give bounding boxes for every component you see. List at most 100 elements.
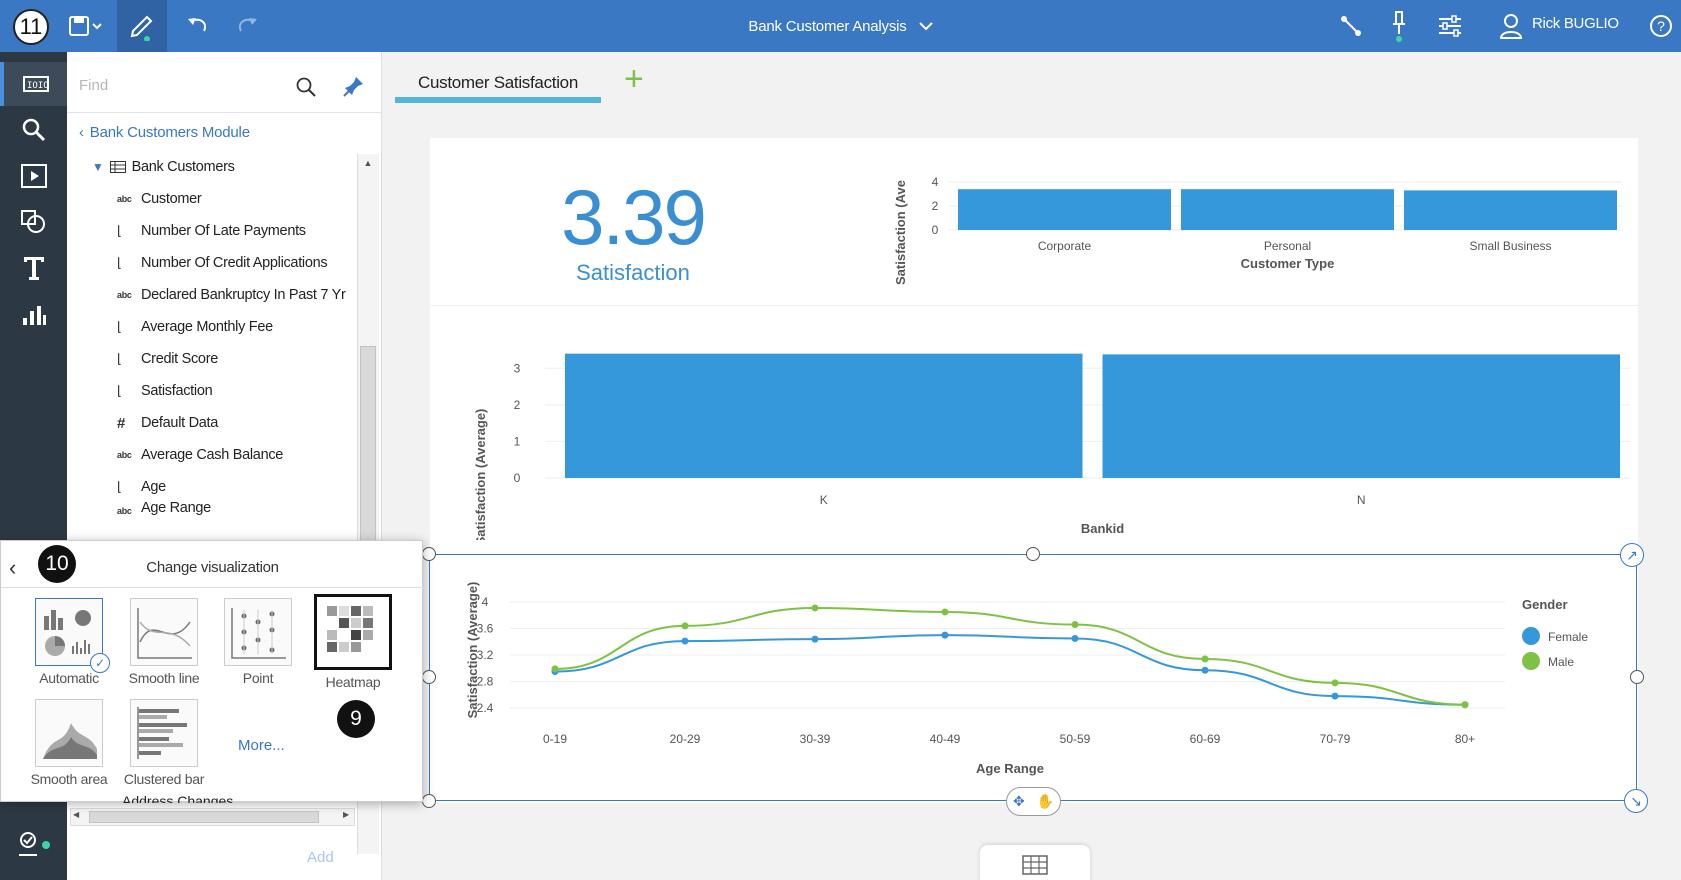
- field-row[interactable]: ⌊ Number Of Credit Applications: [117, 248, 407, 278]
- selected-widget-frame[interactable]: [429, 554, 1637, 801]
- field-label: Satisfaction: [141, 383, 213, 399]
- chevron-left-icon: ‹: [79, 124, 84, 141]
- viz-heatmap[interactable]: Heatmap: [308, 594, 398, 690]
- properties-button[interactable]: [1432, 0, 1468, 52]
- text-field-icon: abc: [117, 194, 132, 204]
- resize-handle[interactable]: [422, 547, 436, 561]
- viz-smooth-area[interactable]: Smooth area: [24, 699, 114, 787]
- field-label: Number Of Credit Applications: [141, 255, 328, 271]
- partial-field-row: Address Changes: [122, 793, 234, 803]
- pin-panel-icon[interactable]: [343, 75, 365, 97]
- field-label: Age: [141, 479, 166, 495]
- viz-clustered-bar[interactable]: Clustered bar: [119, 699, 209, 787]
- heatmap-thumb: [314, 594, 392, 670]
- data-point: [941, 608, 949, 616]
- hand-icon[interactable]: ✋: [1036, 793, 1055, 809]
- resize-corner-icon[interactable]: ↘: [1624, 789, 1648, 813]
- legend-title: Gender: [1522, 597, 1568, 612]
- move-icon[interactable]: ✥: [1012, 793, 1025, 809]
- table-node[interactable]: ▼ Bank Customers: [92, 152, 382, 182]
- customer-type-bar-chart[interactable]: 4 2 0 Corporate Personal Small Business Custom…: [860, 140, 1630, 290]
- viz-label: Smooth line: [128, 670, 200, 686]
- y-axis-title: Satisfaction (Ave: [893, 180, 908, 285]
- data-point: [1331, 679, 1339, 687]
- data-point: [551, 665, 559, 673]
- y-tick-label: 3.6: [477, 622, 494, 636]
- help-button[interactable]: ?: [1644, 0, 1678, 52]
- rail-status-button[interactable]: [0, 822, 67, 866]
- text-field-icon: abc: [117, 506, 132, 516]
- resize-handle[interactable]: [422, 670, 436, 684]
- move-controls[interactable]: ✥ ✋: [1006, 787, 1061, 816]
- data-point: [681, 622, 689, 630]
- viz-label: Point: [242, 670, 274, 686]
- field-label: Credit Score: [141, 351, 218, 367]
- selected-check-icon: ✓: [90, 653, 110, 673]
- scroll-up-icon[interactable]: ▲: [363, 158, 373, 168]
- add-tab-icon[interactable]: +: [624, 60, 644, 98]
- rail-data-button[interactable]: IOIO: [0, 62, 67, 106]
- field-row[interactable]: ⌊ Average Monthly Fee: [117, 312, 407, 342]
- scroll-left-icon[interactable]: ◀: [73, 810, 80, 819]
- x-tick-label: 70-79: [1320, 732, 1351, 746]
- chevron-down-icon[interactable]: [918, 21, 933, 31]
- x-tick-label: 50-59: [1060, 732, 1091, 746]
- validation-icon: [18, 832, 50, 856]
- age-range-line-chart[interactable]: 4 3.6 3.2 2.8 2.4 0-19 20-29 30-39 40-49 50-59 60-…: [450, 570, 1620, 790]
- x-axis-title: Bankid: [1081, 521, 1124, 536]
- caret-down-icon: ▼: [92, 160, 104, 174]
- rail-visualizations-button[interactable]: [0, 292, 67, 336]
- widget-divider: [430, 305, 1638, 306]
- field-label: Customer: [141, 191, 202, 207]
- field-row[interactable]: abc Declared Bankruptcy In Past 7 Yr: [117, 280, 357, 310]
- rail-search-button[interactable]: [0, 108, 67, 152]
- scroll-right-icon[interactable]: ▶: [343, 810, 350, 819]
- search-icon[interactable]: [295, 76, 317, 98]
- tree-horizontal-scrollbar[interactable]: ◀ ▶: [70, 808, 355, 826]
- field-row[interactable]: ⌊ Satisfaction: [117, 376, 407, 406]
- more-link[interactable]: More...: [238, 737, 285, 754]
- smooth-line-viz-icon: [137, 608, 192, 659]
- pin-button[interactable]: [1381, 0, 1417, 52]
- measure-icon: ⌊: [117, 351, 122, 366]
- data-tray-toggle[interactable]: [980, 845, 1090, 880]
- field-label: Average Monthly Fee: [141, 319, 273, 335]
- field-row[interactable]: abc Average Cash Balance: [117, 440, 407, 470]
- y-tick-label: 2.4: [477, 701, 494, 715]
- module-back-link[interactable]: ‹ Bank Customers Module: [79, 124, 250, 141]
- resize-handle[interactable]: [422, 794, 436, 808]
- video-icon: [20, 164, 47, 188]
- user-button[interactable]: [1494, 0, 1528, 52]
- grid-table-icon: [1022, 855, 1048, 875]
- tab-customer-satisfaction[interactable]: Customer Satisfaction: [418, 73, 578, 92]
- field-row[interactable]: abc Age Range: [117, 500, 407, 516]
- field-row[interactable]: # Default Data: [117, 408, 407, 438]
- save-button[interactable]: [60, 0, 110, 52]
- user-name[interactable]: Rick BUGLIO: [1532, 15, 1619, 32]
- rail-shapes-button[interactable]: [0, 200, 67, 244]
- undo-button[interactable]: [178, 0, 218, 52]
- back-chevron-icon[interactable]: ‹: [9, 555, 17, 580]
- x-tick-label: 0-19: [543, 732, 567, 746]
- resize-handle[interactable]: [1630, 670, 1644, 684]
- report-title[interactable]: Bank Customer Analysis: [748, 17, 907, 35]
- field-row[interactable]: ⌊ Credit Score: [117, 344, 407, 374]
- viz-automatic[interactable]: ✓ Automatic: [24, 598, 114, 686]
- redo-button[interactable]: [227, 0, 267, 52]
- edit-mode-button[interactable]: [117, 0, 167, 52]
- rail-text-button[interactable]: [0, 246, 67, 290]
- expand-icon[interactable]: ↗: [1620, 543, 1644, 567]
- connect-button[interactable]: [1333, 0, 1369, 52]
- rail-media-button[interactable]: [0, 154, 67, 198]
- h-scroll-thumb[interactable]: [89, 811, 319, 823]
- bankid-bar-chart[interactable]: 3 2 1 0 K N Bankid Satisfaction (Average): [460, 320, 1630, 540]
- viz-smooth-line[interactable]: Smooth line: [119, 598, 209, 686]
- field-row[interactable]: ⌊ Age: [117, 472, 407, 502]
- viz-point[interactable]: Point: [213, 598, 303, 686]
- resize-handle[interactable]: [1026, 547, 1040, 561]
- field-row[interactable]: abc Customer: [117, 184, 407, 214]
- find-input[interactable]: Find: [79, 77, 109, 94]
- add-button[interactable]: Add: [307, 849, 334, 866]
- field-row[interactable]: ⌊ Number Of Late Payments: [117, 216, 407, 246]
- legend-swatch: [1522, 652, 1540, 670]
